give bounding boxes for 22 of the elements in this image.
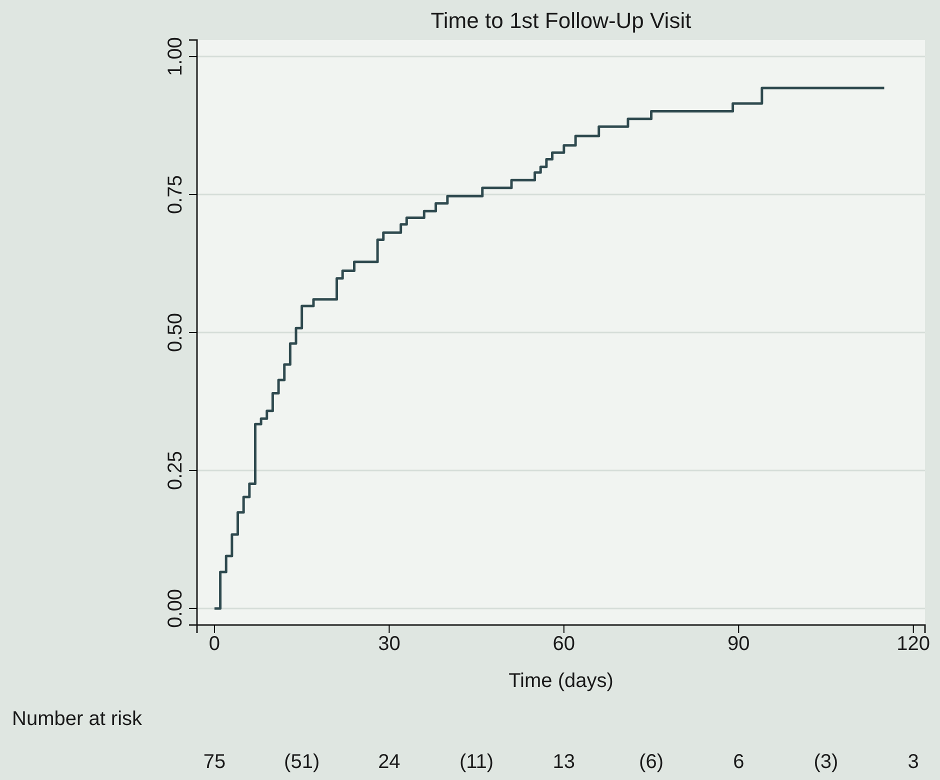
- text: 24: [378, 751, 400, 773]
- text: (51): [284, 751, 320, 773]
- y-tick-label: 0.75: [164, 175, 186, 214]
- text: (3): [814, 751, 838, 773]
- y-tick-label: 0.50: [164, 313, 186, 352]
- x-tick-label: 0: [208, 633, 220, 656]
- y-tick-label: 0.00: [164, 588, 186, 628]
- text: 3: [908, 751, 919, 773]
- x-tick-label: 60: [552, 633, 576, 656]
- chart-title: Time to 1st Follow-Up Visit: [430, 8, 692, 33]
- text: (11): [460, 751, 494, 773]
- y-tick-label: 1.00: [164, 37, 186, 76]
- text: (6): [639, 751, 664, 773]
- x-tick-label: 120: [896, 633, 930, 656]
- text: Number at risk: [12, 708, 144, 730]
- x-axis-title: Time (days): [508, 670, 614, 692]
- text: 6: [733, 751, 744, 773]
- x-tick-label: 90: [728, 633, 750, 656]
- y-tick-label: 0.25: [164, 451, 186, 490]
- x-tick-label: 30: [378, 633, 400, 656]
- text: 75: [203, 751, 226, 773]
- text: 13: [552, 751, 576, 773]
